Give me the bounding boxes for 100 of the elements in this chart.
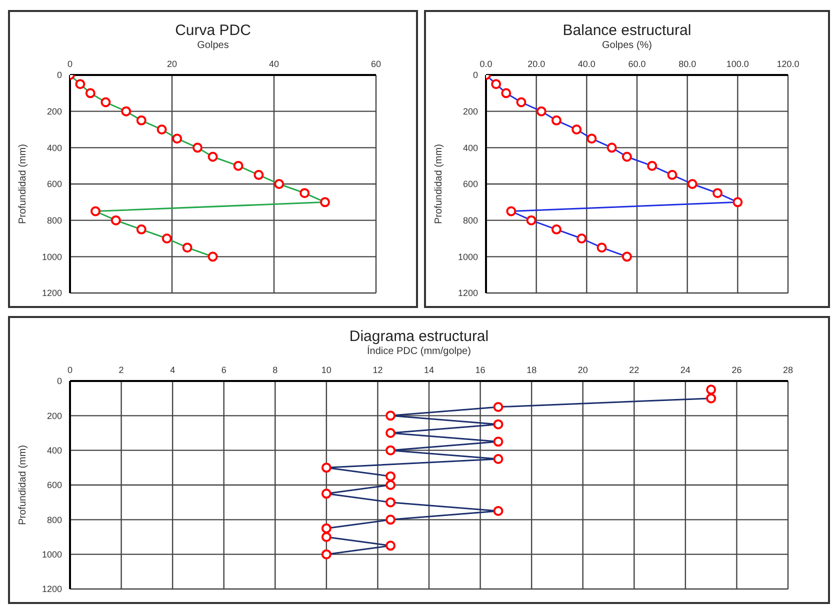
x-tick-label: 24 <box>680 365 690 375</box>
point <box>321 462 332 473</box>
x-tick-label: 0 <box>67 365 73 375</box>
point <box>321 549 332 560</box>
point <box>506 206 516 216</box>
point <box>596 242 607 253</box>
point <box>121 106 132 116</box>
point <box>156 124 167 134</box>
point <box>667 170 678 180</box>
point <box>501 88 512 98</box>
point <box>386 428 396 438</box>
point <box>687 179 698 189</box>
chart-title: Diagrama estructural <box>348 328 490 345</box>
x-tick-label: 26 <box>732 365 742 375</box>
point <box>576 234 587 244</box>
point <box>536 106 546 116</box>
point <box>182 242 192 253</box>
point <box>90 206 100 216</box>
point <box>136 115 146 126</box>
y-tick-label: 600 <box>46 179 62 190</box>
y-tick-label: 800 <box>462 216 478 226</box>
point <box>208 252 218 262</box>
point <box>386 497 396 508</box>
point <box>100 97 111 108</box>
x-tick-label: 12 <box>372 365 383 375</box>
point <box>162 234 172 244</box>
y-tick-label: 600 <box>46 480 62 490</box>
point <box>208 152 218 162</box>
point <box>254 170 264 180</box>
y-tick-label: 600 <box>462 179 478 190</box>
x-tick-label: 28 <box>782 365 794 375</box>
point <box>516 97 526 108</box>
y-tick-label: 400 <box>46 446 62 456</box>
x-tick-label: 14 <box>424 365 434 375</box>
y-tick-label: 1000 <box>42 252 62 262</box>
point <box>386 410 396 421</box>
x-tick-label: 100.0 <box>726 59 749 69</box>
x-tick-label: 6 <box>221 365 226 375</box>
point <box>493 506 504 516</box>
y-tick-label: 200 <box>46 106 62 117</box>
y-tick-label: 1000 <box>458 252 478 262</box>
point <box>300 188 310 198</box>
y-tick-label: 0 <box>472 70 478 80</box>
x-tick-label: 20.0 <box>528 59 546 69</box>
point <box>622 252 632 262</box>
point <box>551 115 562 126</box>
x-tick-label: 80.0 <box>678 59 696 69</box>
x-tick-label: 120.0 <box>776 59 800 69</box>
point <box>732 197 743 208</box>
point <box>321 523 332 534</box>
point <box>233 160 244 171</box>
point <box>192 142 202 153</box>
x-tick-label: 16 <box>475 365 486 375</box>
point <box>172 134 182 144</box>
x-tick-label: 0.0 <box>480 59 492 69</box>
point <box>321 488 332 499</box>
y-axis-title: Profundidad (mm) <box>18 444 29 526</box>
x-tick-label: 20 <box>166 59 178 69</box>
chart-title: Curva PDC <box>174 22 252 39</box>
point <box>493 436 504 447</box>
point <box>622 152 632 162</box>
point <box>526 215 536 226</box>
point <box>320 197 330 208</box>
point <box>321 532 332 542</box>
point <box>493 419 504 430</box>
point <box>493 402 504 412</box>
point <box>75 79 86 90</box>
x-axis-title: Golpes (%) <box>600 40 653 51</box>
point <box>386 514 396 525</box>
y-tick-label: 1200 <box>42 584 62 594</box>
point <box>386 480 396 490</box>
point <box>551 224 562 234</box>
x-tick-label: 40 <box>268 59 280 69</box>
y-tick-label: 200 <box>462 106 478 117</box>
point <box>572 124 582 134</box>
point <box>386 445 396 456</box>
y-tick-label: 1200 <box>42 288 62 298</box>
x-tick-label: 18 <box>526 365 537 375</box>
point <box>110 215 121 226</box>
point <box>712 188 723 198</box>
chart-title: Balance estructural <box>562 22 692 39</box>
point <box>647 160 658 171</box>
x-tick-label: 2 <box>118 365 124 375</box>
x-axis-title: Golpes <box>196 40 230 51</box>
point <box>136 224 146 234</box>
point <box>274 179 284 189</box>
x-axis-title: Índice PDC (mm/golpe) <box>366 346 472 357</box>
x-tick-label: 60 <box>370 59 382 69</box>
y-tick-label: 800 <box>46 514 62 525</box>
x-tick-label: 8 <box>272 365 278 375</box>
y-tick-label: 400 <box>46 142 62 153</box>
x-tick-label: 4 <box>170 365 176 375</box>
y-tick-label: 1000 <box>42 550 62 560</box>
y-tick-label: 200 <box>46 410 62 421</box>
x-tick-label: 0 <box>67 59 73 69</box>
point <box>491 79 502 90</box>
point <box>586 134 597 144</box>
x-tick-label: 60.0 <box>628 59 646 69</box>
point <box>85 88 96 98</box>
y-tick-label: 400 <box>462 142 478 153</box>
